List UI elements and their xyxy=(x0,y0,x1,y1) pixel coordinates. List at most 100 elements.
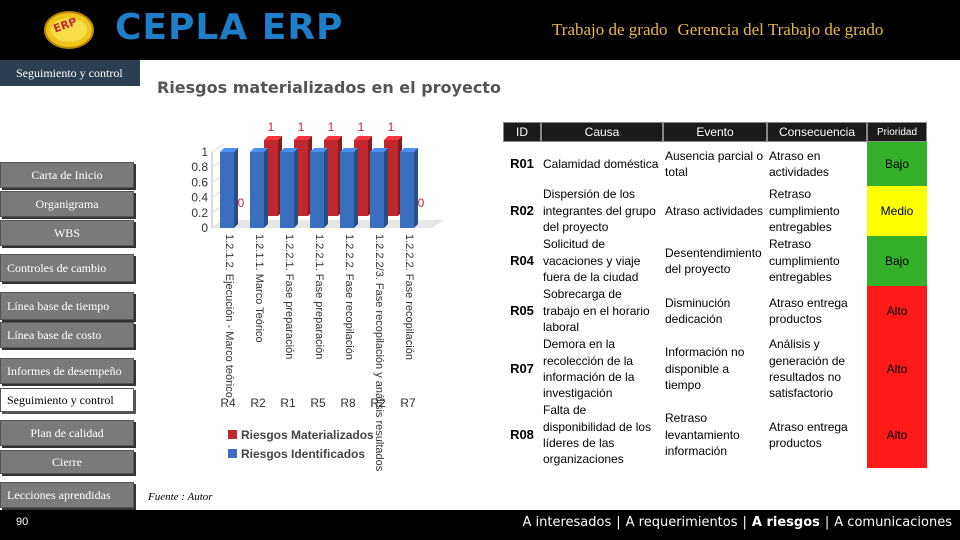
legend-label: Riesgos Identificados xyxy=(241,447,365,461)
x-category-label: R1 xyxy=(280,396,296,410)
table-row: R04 Solicitud de vacaciones y viaje fuera… xyxy=(503,236,927,286)
sidebar-item-seguimiento-y-control[interactable]: Seguimiento y control xyxy=(0,388,134,412)
y-tick-label: 0 xyxy=(201,221,208,235)
header-subtitle-left: Trabajo de grado xyxy=(552,20,668,39)
x-group-label: 1.2.2.2. Fase recopilación xyxy=(343,234,355,360)
table-row: R07 Demora en la recolección de la inform… xyxy=(503,336,927,402)
footer-link-a-comunicaciones[interactable]: A comunicaciones xyxy=(834,515,952,530)
cell-causa: Solicitud de vacaciones y viaje fuera de… xyxy=(543,237,641,285)
cell-evento: Retraso levantamiento información xyxy=(665,411,740,459)
bar-identificados xyxy=(370,152,384,228)
cell-evento: Atraso actividades xyxy=(665,203,764,218)
cell-prioridad: Alto xyxy=(867,286,927,336)
cell-evento: Desentendimiento del proyecto xyxy=(665,245,762,276)
bar-materializados-top xyxy=(384,136,402,140)
y-tick-label: 0.8 xyxy=(191,160,208,174)
bar-identificados xyxy=(220,152,234,228)
source-note: Fuente : Autor xyxy=(148,491,213,503)
footer-separator: | xyxy=(824,515,830,530)
current-section-label: Seguimiento y control xyxy=(0,60,140,86)
cell-evento: Disminución dedicación xyxy=(665,295,731,326)
cell-consecuencia: Análisis y generación de resultados no s… xyxy=(769,337,846,401)
app-title: CEPLA ERP xyxy=(115,7,344,48)
header-subtitle: Trabajo de grado Gerencia del Trabajo de … xyxy=(552,20,893,40)
bar-materializados-value-label: 1 xyxy=(358,120,365,134)
cell-prioridad: Bajo xyxy=(867,142,927,186)
bar-identificados xyxy=(400,152,414,228)
x-group-label: 1.2.2.1. Fase preparación xyxy=(313,234,325,359)
column-header-causa: Causa xyxy=(541,122,663,142)
x-category-label: R2 xyxy=(250,396,266,410)
bar-materializados-value-label: 1 xyxy=(268,120,275,134)
cell-causa: Falta de disponibilidad de los líderes d… xyxy=(543,403,652,467)
sidebar-item-lecciones-aprendidas[interactable]: Lecciones aprendidas xyxy=(0,482,134,508)
x-group-label: 1.2.1.2. Ejecución - Marco teórico xyxy=(223,234,235,398)
legend-swatch xyxy=(228,430,237,439)
risk-table: ID Causa Evento Consecuencia Prioridad R01 Ca… xyxy=(503,122,927,468)
bar-identificados xyxy=(280,152,294,228)
sidebar-item-informes-de-desempeno[interactable]: Informes de desempeño xyxy=(0,358,134,384)
table-header-row: ID Causa Evento Consecuencia Prioridad xyxy=(503,122,927,142)
bar-identificados-side xyxy=(384,148,388,228)
sidebar-item-linea-base-de-costo[interactable]: Línea base de costo xyxy=(0,322,134,348)
x-category-label: R5 xyxy=(310,396,326,410)
cell-prioridad: Medio xyxy=(867,186,927,236)
bar-identificados-top xyxy=(310,148,328,152)
chart-title: Riesgos materializados en el proyecto xyxy=(157,78,501,97)
cell-id: R01 xyxy=(510,155,534,171)
bar-materializados-top xyxy=(354,136,372,140)
y-tick-label: 1 xyxy=(201,145,208,159)
table-row: R01 Calamidad doméstica Ausencia parcial o… xyxy=(503,142,927,186)
footer-link-a-interesados[interactable]: A interesados xyxy=(522,515,612,530)
bar-identificados-top xyxy=(280,148,298,152)
table-row: R05 Sobrecarga de trabajo en el horario l… xyxy=(503,286,927,336)
bar-materializados-top xyxy=(294,136,312,140)
bar-identificados xyxy=(340,152,354,228)
cell-id: R07 xyxy=(510,360,534,376)
x-group-label: 1.2.1.1. Marco Teórico xyxy=(253,234,265,343)
bar-identificados-top xyxy=(340,148,358,152)
sidebar-item-carta-de-inicio[interactable]: Carta de Inicio xyxy=(0,162,134,188)
erp-logo-icon: ERP xyxy=(44,11,94,49)
x-group-label: 1.2.2.2. Fase recopilación xyxy=(403,234,415,360)
legend-swatch xyxy=(228,449,237,458)
bar-identificados-top xyxy=(370,148,388,152)
y-tick-label: 0.6 xyxy=(191,175,208,189)
cell-causa: Sobrecarga de trabajo en el horario labo… xyxy=(543,287,650,335)
cell-id: R02 xyxy=(510,202,534,218)
sidebar-item-cierre[interactable]: Cierre xyxy=(0,450,134,474)
footer-separator: | xyxy=(742,515,747,530)
bar-identificados-side xyxy=(264,148,268,228)
x-group-label: 1.2.2.2/3. Fase recopilación y análisis … xyxy=(373,234,385,472)
footer-link-a-riesgos[interactable]: A riesgos xyxy=(751,515,820,530)
column-header-evento: Evento xyxy=(663,122,767,142)
sidebar-item-organigrama[interactable]: Organigrama xyxy=(0,191,134,217)
bar-identificados-side xyxy=(294,148,298,228)
cell-consecuencia: Retraso cumplimiento entregables xyxy=(769,237,840,285)
sidebar-item-linea-base-de-tiempo[interactable]: Línea base de tiempo xyxy=(0,292,134,320)
table-row: R08 Falta de disponibilidad de los lídere… xyxy=(503,402,927,468)
cell-prioridad: Alto xyxy=(867,402,927,468)
legend-label: Riesgos Materializados xyxy=(241,428,374,442)
cell-id: R05 xyxy=(510,302,534,318)
bar-identificados-side xyxy=(414,148,418,228)
bar-identificados xyxy=(250,152,264,228)
bar-materializados-top xyxy=(264,136,282,140)
x-category-label: R8 xyxy=(340,396,356,410)
column-header-id: ID xyxy=(503,122,541,142)
footer-nav: A interesados | A requerimientos | A riesgos… xyxy=(523,515,953,530)
gridline xyxy=(211,143,225,153)
sidebar-item-plan-de-calidad[interactable]: Plan de calidad xyxy=(0,420,134,446)
cell-consecuencia: Atraso en actividades xyxy=(769,148,830,179)
bar-identificados xyxy=(310,152,324,228)
cell-causa: Dispersión de los integrantes del grupo … xyxy=(543,187,656,235)
bar-materializados-value-label: 1 xyxy=(298,120,305,134)
cell-consecuencia: Retraso cumplimiento entregables xyxy=(769,187,840,235)
bar-materializados-value-label: 0 xyxy=(238,196,245,210)
sidebar-item-wbs[interactable]: WBS xyxy=(0,220,134,246)
header-bar: ERP CEPLA ERP Trabajo de grado Gerencia d… xyxy=(0,0,960,60)
sidebar-item-controles-de-cambio[interactable]: Controles de cambio xyxy=(0,254,134,282)
bar-identificados-top xyxy=(400,148,418,152)
cell-consecuencia: Atraso entrega productos xyxy=(769,419,848,450)
footer-link-a-requerimientos[interactable]: A requerimientos xyxy=(625,515,738,530)
